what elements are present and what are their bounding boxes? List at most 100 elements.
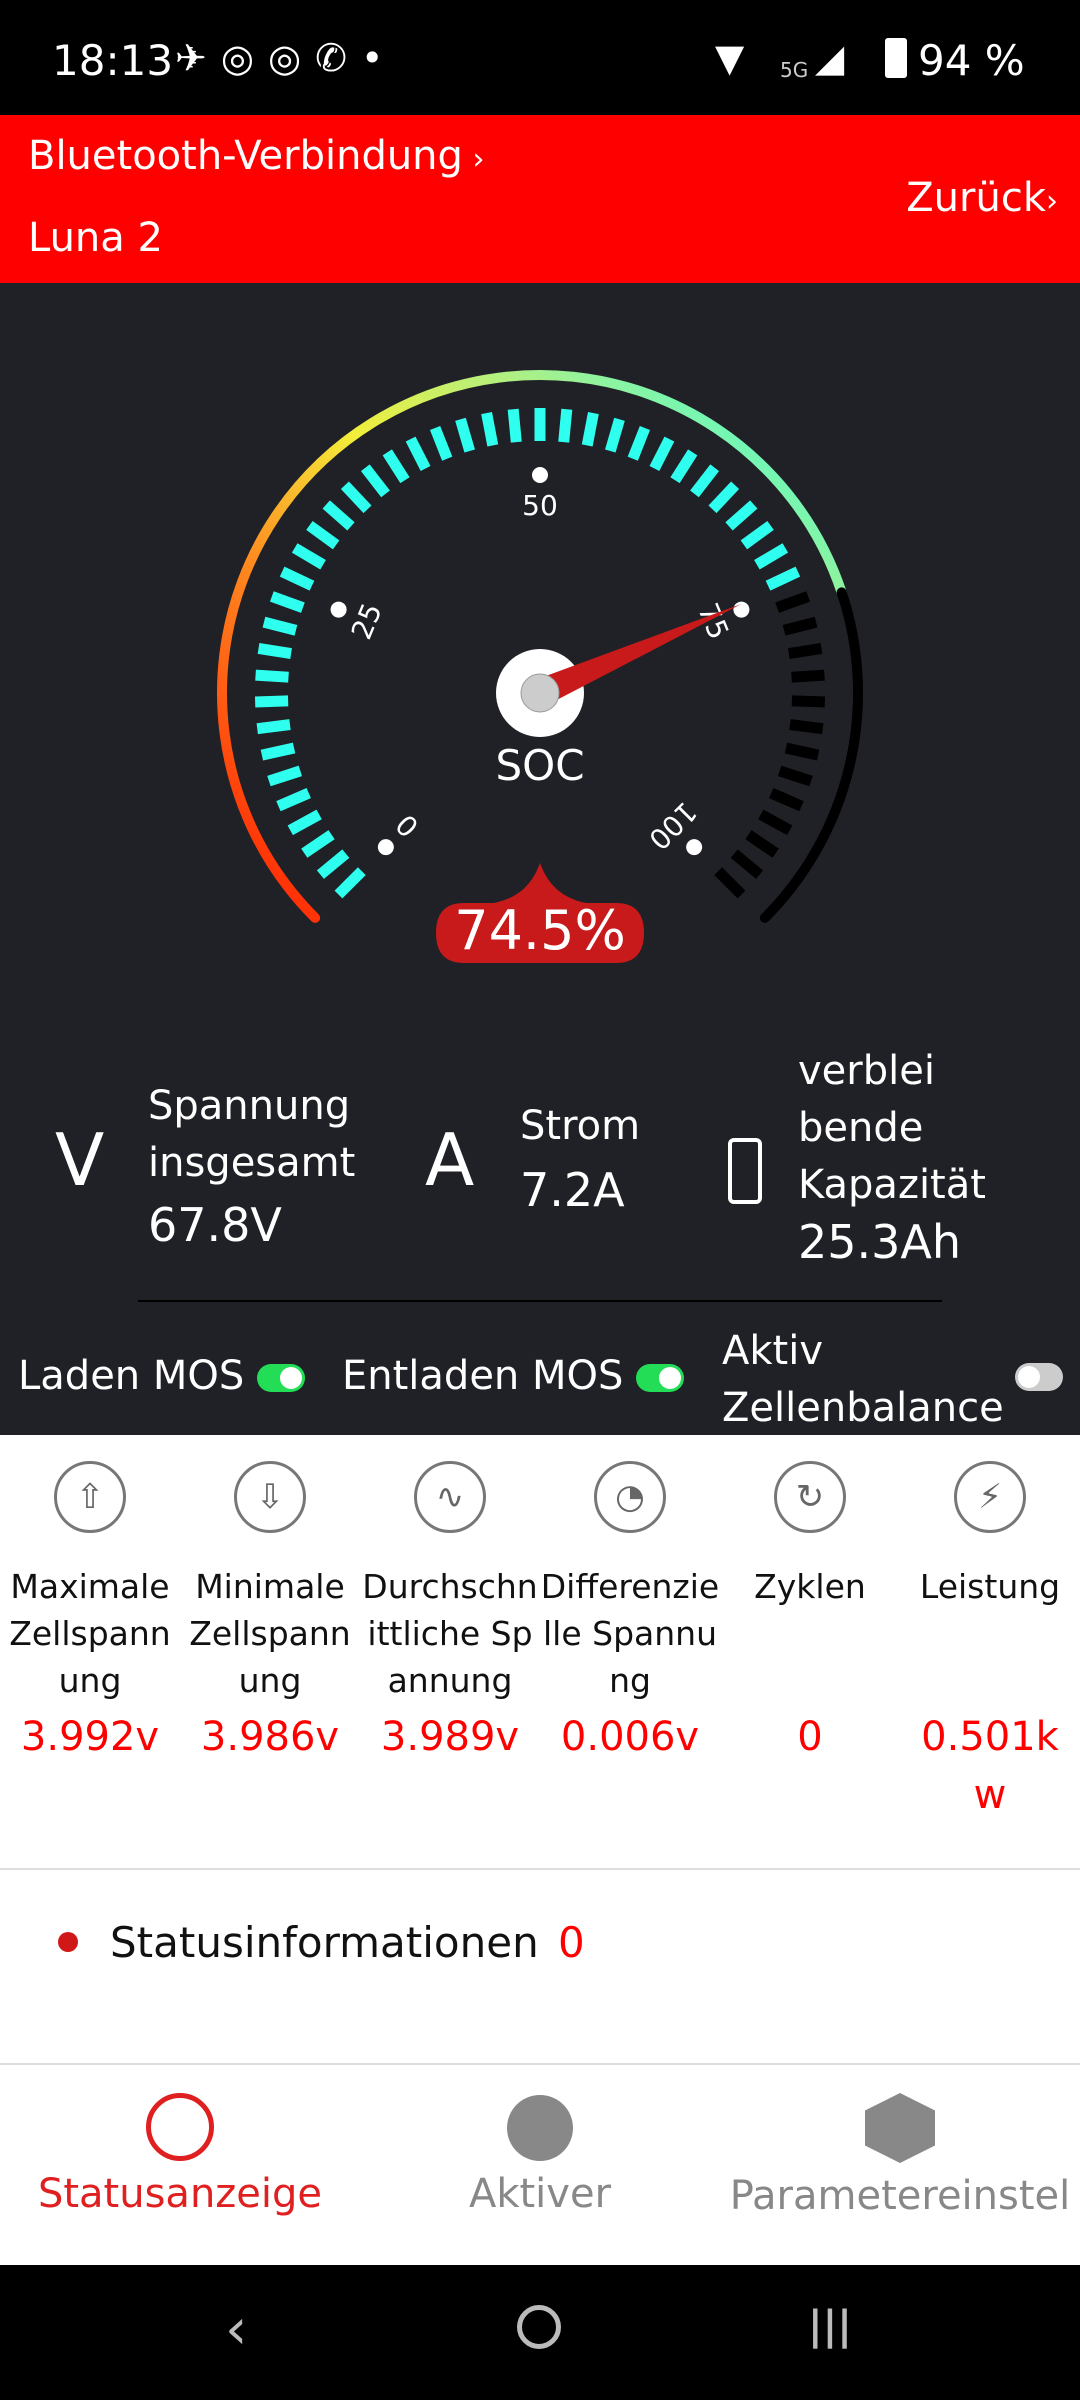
stat-average-voltage: ∿ Durchschnittliche Spannung 3.989v <box>360 1435 540 1766</box>
gauge-tick-dot <box>733 601 750 618</box>
cycles-icon: ↻ <box>774 1461 846 1533</box>
badge-shape <box>436 863 644 963</box>
stat-max-cell-voltage: ⇧ Maximale Zellspannung 3.992v <box>0 1435 180 1766</box>
gauge-needle <box>534 604 742 706</box>
gauge-tick <box>507 408 522 443</box>
back-icon[interactable]: ‹ <box>225 2297 248 2362</box>
chevron-right-icon: › <box>1046 184 1058 219</box>
gauge-tick <box>279 566 315 591</box>
power-icon: ⚡ <box>954 1461 1026 1533</box>
back-button[interactable]: Zurück› <box>906 175 1058 221</box>
gauge-tick <box>740 521 774 550</box>
gauge-tick <box>777 765 813 787</box>
gauge-needle-cap <box>520 673 560 713</box>
gauge-tick <box>257 642 292 660</box>
tab-parameter-settings[interactable]: Parametereinstel <box>720 2065 1080 2219</box>
active-balance-toggle[interactable] <box>1015 1363 1063 1391</box>
tab-label: Statusanzeige <box>37 2171 323 2217</box>
home-icon[interactable] <box>517 2305 561 2349</box>
stat-label: Maximale Zellspannung <box>9 1567 171 1700</box>
gauge-tick-label: 50 <box>522 489 558 522</box>
current: A Strom 7.2A <box>420 1103 670 1263</box>
gauge-tick <box>301 830 335 858</box>
stat-value: 0 <box>797 1714 823 1760</box>
network-type: 5G <box>780 58 809 82</box>
notification-icons: ✈◎◎✆• <box>175 36 398 80</box>
tab-active-balancer[interactable]: Aktiver <box>360 2065 720 2217</box>
settings-icon <box>865 2093 935 2163</box>
status-info-count: 0 <box>558 1918 585 1967</box>
gauge-tick <box>429 425 453 461</box>
gauge-tick <box>784 742 820 761</box>
remaining-capacity: verblei bende Kapazität 25.3Ah <box>700 1043 1070 1283</box>
info-label: Strom <box>520 1103 641 1149</box>
bluetooth-connection-link[interactable]: Bluetooth-Verbindung › <box>28 133 484 179</box>
soc-panel: 0 25 50 75 100 SOC 74.5% V Spannung insgesam… <box>0 283 1080 1435</box>
status-info-label: Statusinformationen <box>110 1918 539 1967</box>
tab-label: Parametereinstel <box>729 2173 1071 2219</box>
gauge-tick-dot <box>532 467 548 483</box>
current-icon: A <box>425 1118 475 1202</box>
active-balance-label: Aktiv Zellenbalance <box>722 1328 1004 1431</box>
device-name: Luna 2 <box>28 215 163 261</box>
bottom-nav: Statusanzeige Aktiver Parametereinstel <box>0 2063 1080 2265</box>
gauge-tick <box>481 412 499 447</box>
stat-label: Differenzielle Spannung <box>540 1567 720 1700</box>
gauge-tick-dot <box>330 601 347 618</box>
soc-value-badge: 74.5% <box>436 863 644 963</box>
gauge-color-arc <box>217 370 847 923</box>
cell-stats: ⇧ Maximale Zellspannung 3.992v ⇩ Minimale Ze… <box>0 1435 1080 1868</box>
max-cell-voltage-icon: ⇧ <box>54 1461 126 1533</box>
info-label: verblei bende Kapazität <box>798 1048 986 1208</box>
status-info-row[interactable]: Statusinformationen 0 <box>0 1870 1080 2063</box>
voltage-icon: V <box>55 1118 105 1202</box>
stat-value: 0.006v <box>560 1714 700 1760</box>
stat-label: Leistung <box>919 1567 1061 1606</box>
gauge-tick <box>316 849 350 879</box>
gauge-tick <box>649 436 675 471</box>
gauge-tick <box>782 616 818 636</box>
gauge-tick <box>267 765 303 787</box>
toggle[interactable] <box>256 1364 305 1392</box>
gauge-tick <box>730 849 764 879</box>
app-header: Bluetooth-Verbindung › Luna 2 Zurück› <box>0 115 1080 283</box>
soc-value: 74.5% <box>454 899 626 962</box>
divider <box>0 1868 1080 1870</box>
gauge-tick <box>405 436 431 471</box>
recents-icon[interactable]: ||| <box>808 2303 852 2349</box>
stat-label: Durchschnittliche Spannung <box>362 1567 538 1700</box>
gauge-tick <box>791 669 825 683</box>
gauge-tick <box>291 543 326 570</box>
status-bar: 18:13 ✈◎◎✆• ▼ 5G ◢ 94 % <box>0 0 1080 115</box>
info-label: Spannung insgesamt <box>148 1083 356 1186</box>
status-icon <box>146 2093 214 2161</box>
gauge-tick <box>334 867 366 899</box>
gauge-tick <box>725 500 758 531</box>
gauge-tick-dot <box>686 839 703 856</box>
battery-icon <box>728 1138 762 1204</box>
back-label: Zurück <box>906 175 1046 221</box>
stat-min-cell-voltage: ⇩ Minimale Zellspannung 3.986v <box>180 1435 360 1766</box>
gauge-tick <box>306 521 340 550</box>
stat-value: 3.986v <box>200 1714 340 1760</box>
gauge-tick <box>627 425 651 461</box>
differential-voltage-icon: ◔ <box>594 1461 666 1533</box>
clock: 18:13 <box>52 36 174 85</box>
stat-differential-voltage: ◔ Differenzielle Spannung 0.006v <box>540 1435 720 1766</box>
gauge-tick <box>745 830 779 858</box>
gauge-tick <box>254 695 289 708</box>
gauge-label: SOC <box>495 741 584 790</box>
system-nav-bar: ‹ ||| <box>0 2265 1080 2400</box>
tab-status[interactable]: Statusanzeige <box>0 2065 360 2217</box>
gauge-tick <box>765 566 801 591</box>
gauge-tick <box>708 481 740 514</box>
toggle[interactable] <box>636 1364 685 1392</box>
average-voltage-icon: ∿ <box>414 1461 486 1533</box>
battery-percent: 94 % <box>918 36 1025 85</box>
tab-label: Aktiver <box>468 2171 612 2217</box>
stat-value: 3.989v <box>380 1714 520 1760</box>
discharge-mos-switch[interactable]: Entladen MOS <box>342 1353 685 1399</box>
charge-mos-switch[interactable]: Laden MOS <box>18 1353 305 1399</box>
gauge-tick <box>260 742 296 761</box>
